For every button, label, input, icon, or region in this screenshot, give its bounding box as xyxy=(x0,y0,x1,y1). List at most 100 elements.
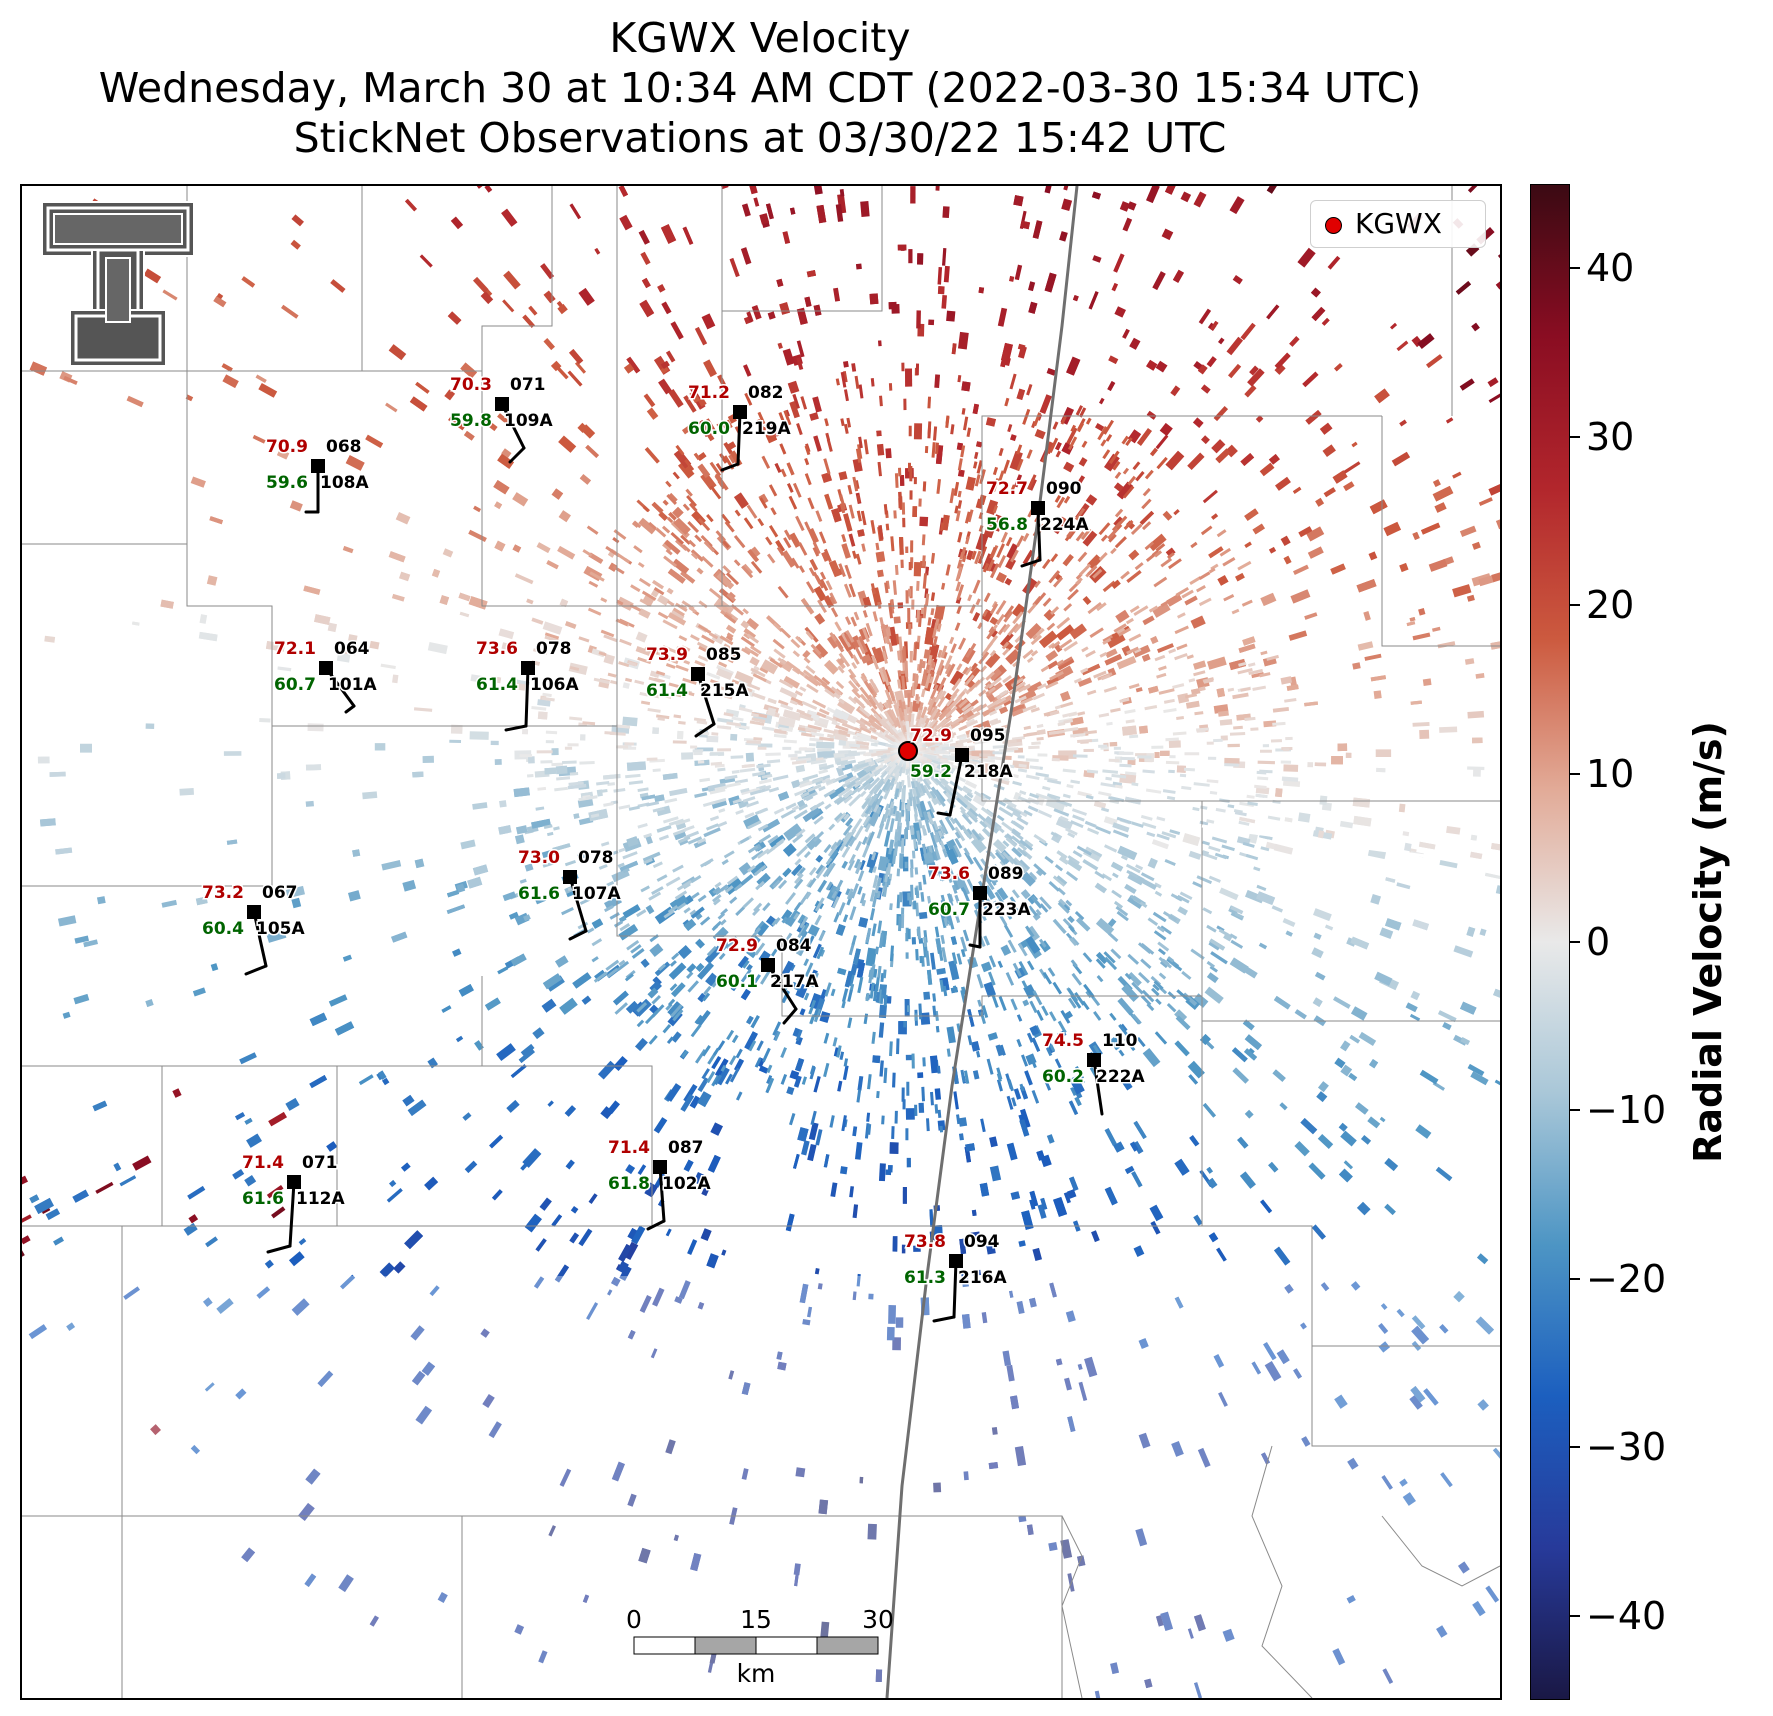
station-temperature: 71.4 xyxy=(242,1153,284,1173)
colorbar-tick-label: −30 xyxy=(1586,1425,1667,1470)
station-wind-direction: 064 xyxy=(334,639,370,659)
station-223A: 73.6 089 60.7 223A xyxy=(927,863,1033,949)
wind-barb xyxy=(720,462,740,472)
station-dewpoint: 59.2 xyxy=(910,762,952,782)
plot-subtitle-sticknet: StickNet Observations at 03/30/22 15:42 … xyxy=(293,114,1227,162)
station-id: 112A xyxy=(296,1189,345,1209)
station-dewpoint: 61.3 xyxy=(904,1268,946,1288)
kgwx-radar-marker xyxy=(898,741,918,761)
radar-map[interactable]: 70.3 071 59.8 109A 71.2 082 60.0 219A 70.9 068 59.… xyxy=(20,184,1502,1700)
station-dewpoint: 56.8 xyxy=(986,515,1028,535)
station-marker xyxy=(761,958,775,972)
station-wind-direction: 085 xyxy=(706,645,742,665)
station-dewpoint: 60.4 xyxy=(202,919,244,939)
station-marker xyxy=(1087,1053,1101,1067)
colorbar-tick-mark xyxy=(1570,604,1580,607)
colorbar-tick-mark xyxy=(1570,435,1580,438)
station-id: 107A xyxy=(572,884,621,904)
colorbar-tick-mark xyxy=(1570,1109,1580,1112)
wind-barb xyxy=(782,1007,798,1025)
wind-barb xyxy=(646,1219,666,1231)
station-id: 102A xyxy=(662,1174,711,1194)
station-wind-direction: 078 xyxy=(536,639,572,659)
station-temperature: 73.2 xyxy=(202,883,244,903)
station-dewpoint: 59.8 xyxy=(450,411,492,431)
station-108A: 70.9 068 59.6 108A xyxy=(265,436,371,514)
wind-barb xyxy=(344,704,356,714)
wind-barb xyxy=(288,1180,296,1248)
wind-barb xyxy=(508,446,526,464)
texas-tech-logo xyxy=(41,201,195,367)
station-id: 101A xyxy=(328,675,377,695)
station-temperature: 73.9 xyxy=(646,645,688,665)
wind-barb xyxy=(932,1315,956,1323)
station-id: 109A xyxy=(504,411,553,431)
station-dewpoint: 59.6 xyxy=(266,473,308,493)
colorbar-tick-label: −40 xyxy=(1586,1593,1667,1638)
station-id: 106A xyxy=(530,675,579,695)
station-marker xyxy=(733,405,747,419)
station-218A: 72.9 095 59.2 218A xyxy=(909,725,1015,817)
station-dewpoint: 61.6 xyxy=(242,1189,284,1209)
station-101A: 72.1 064 60.7 101A xyxy=(273,638,379,714)
colorbar-tick-mark xyxy=(1570,941,1580,943)
station-temperature: 71.4 xyxy=(608,1138,650,1158)
station-dewpoint: 61.4 xyxy=(646,681,688,701)
wind-barb xyxy=(266,1244,292,1254)
station-marker xyxy=(653,1160,667,1174)
station-id: 223A xyxy=(982,900,1031,920)
station-wind-direction: 071 xyxy=(302,1153,338,1173)
station-dewpoint: 60.7 xyxy=(928,900,970,920)
station-marker xyxy=(955,748,969,762)
wind-barb xyxy=(524,666,530,728)
station-marker xyxy=(247,905,261,919)
wind-barb xyxy=(936,811,952,817)
station-105A: 73.2 067 60.4 105A xyxy=(201,882,307,976)
station-id: 222A xyxy=(1096,1067,1145,1087)
station-222A: 74.5 110 60.2 222A xyxy=(1041,1030,1147,1116)
station-id: 218A xyxy=(964,762,1013,782)
station-224A: 72.7 090 56.8 224A xyxy=(985,478,1091,568)
station-temperature: 72.7 xyxy=(986,479,1028,499)
colorbar-tick-mark xyxy=(1570,1446,1580,1449)
station-temperature: 72.9 xyxy=(910,726,952,746)
wind-barb xyxy=(1020,558,1042,568)
wind-barb xyxy=(1036,506,1042,562)
station-temperature: 73.6 xyxy=(928,864,970,884)
colorbar-tick-label: 0 xyxy=(1586,920,1611,964)
station-dewpoint: 61.4 xyxy=(476,675,518,695)
legend-label: KGWX xyxy=(1355,207,1442,240)
map-legend: KGWX xyxy=(1310,200,1486,248)
station-wind-direction: 090 xyxy=(1046,479,1082,499)
colorbar-tick-label: 10 xyxy=(1586,751,1635,796)
wind-barb xyxy=(736,410,742,466)
station-112A: 71.4 071 61.6 112A xyxy=(241,1152,347,1254)
station-temperature: 73.0 xyxy=(518,848,560,868)
station-102A: 71.4 087 61.8 102A xyxy=(607,1137,713,1231)
station-106A: 73.6 078 61.4 106A xyxy=(475,638,581,732)
wind-barb xyxy=(244,964,268,976)
station-marker xyxy=(521,661,535,675)
wind-barb xyxy=(952,1259,958,1319)
station-wind-direction: 067 xyxy=(262,883,298,903)
wind-barb xyxy=(500,402,526,450)
colorbar-tick-mark xyxy=(1570,1614,1580,1617)
colorbar-tick-label: −10 xyxy=(1586,1088,1667,1133)
wind-barb xyxy=(694,722,716,738)
station-dewpoint: 61.8 xyxy=(608,1174,650,1194)
wind-barb xyxy=(968,943,982,949)
wind-barb xyxy=(252,910,268,968)
station-wind-direction: 095 xyxy=(970,726,1006,746)
station-dewpoint: 60.0 xyxy=(688,419,730,439)
station-temperature: 72.9 xyxy=(716,936,758,956)
station-temperature: 74.5 xyxy=(1042,1031,1084,1051)
station-wind-direction: 084 xyxy=(776,936,812,956)
scale-bar-unit: km xyxy=(737,1659,776,1688)
station-id: 108A xyxy=(320,473,369,493)
state-boundary-line xyxy=(885,186,1079,1698)
scale-bar-label-30: 30 xyxy=(862,1605,894,1634)
station-219A: 71.2 082 60.0 219A xyxy=(687,382,793,472)
wind-barb xyxy=(696,672,716,726)
colorbar-tick-label: 40 xyxy=(1586,246,1635,291)
colorbar-label: Radial Velocity (m/s) xyxy=(1686,721,1730,1163)
